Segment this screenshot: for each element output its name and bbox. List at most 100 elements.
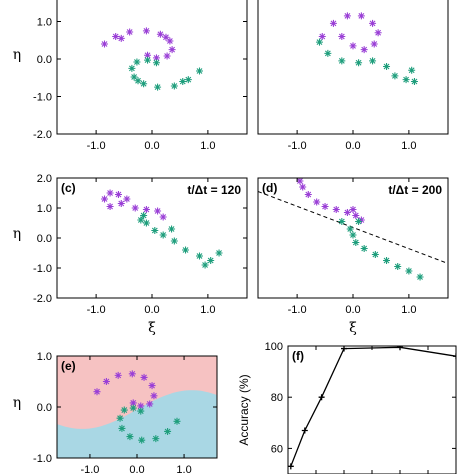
x-tick-label: 1.0 [401,140,416,152]
data-point-green [402,76,410,84]
data-point-green [137,407,145,415]
data-point-green [196,252,203,260]
plot-area [288,346,456,470]
data-point-green [383,257,391,264]
data-point-purple [304,191,312,198]
data-point-green [164,427,172,435]
data-point-green [201,261,209,269]
data-point-green [168,225,176,233]
accuracy-marker [301,427,308,434]
data-point-green [144,56,152,64]
data-point-purple [162,33,170,41]
data-point-purple [123,195,131,203]
data-point-green [338,57,346,65]
data-point-green [152,59,160,67]
data-point-green [129,404,137,412]
panel-label: (d) [262,181,277,195]
plot-area [101,189,223,269]
data-point-green [152,435,160,443]
y-tick-label: 60 [271,443,283,455]
data-point-purple [370,40,378,48]
data-point-purple [152,54,160,62]
data-point-green [126,433,134,441]
data-point-purple [154,207,162,215]
x-tick-label: 0.0 [345,140,360,152]
data-point-green [133,58,141,66]
data-point-purple [101,195,108,203]
data-point-purple [352,212,360,219]
data-point-purple [114,371,122,379]
data-point-green [391,72,399,80]
x-tick-label: -1.0 [288,140,307,152]
panel-f: 01002003004005006001008060(f)Accuracy (%… [237,341,457,474]
y-tick-label: 1.0 [37,17,52,29]
data-point-green [182,246,190,254]
x-tick-label: 0.0 [144,140,159,152]
data-point-green [346,225,354,233]
data-point-purple [321,203,329,210]
y-tick-label: 0.0 [37,54,52,66]
data-point-green [207,257,215,264]
x-tick-label: -1.0 [80,464,99,474]
x-tick-label: 1.0 [401,304,416,316]
data-point-purple [329,19,337,27]
x-axis-label: ξ [349,320,357,336]
data-point-purple [299,183,307,191]
plot-frame [257,0,449,135]
plot-frame [56,0,248,135]
panel-label: (f) [292,349,304,363]
data-point-green [338,218,346,225]
data-point-purple [349,206,357,213]
panel-label: (c) [61,181,76,195]
data-point-purple [374,29,382,37]
data-point-purple [360,46,368,54]
data-point-green [360,245,368,252]
data-point-purple [101,40,108,48]
panel-c: -1.0 0.0 1.0 2.0 1.0 0.0 -1.0 -2.0 (c) t/Δt = 120… [13,173,248,336]
data-point-green [383,63,391,70]
data-point-purple [106,189,114,197]
data-point-green [138,436,146,444]
data-point-purple [332,206,340,213]
data-point-purple [146,400,154,408]
x-tick-label: 0.0 [345,304,360,316]
accuracy-line [290,346,456,467]
y-tick-label: -1.0 [33,453,52,465]
data-point-purple [369,19,377,27]
data-point-purple [126,28,134,36]
panel-label: (e) [61,359,76,373]
y-axis-label: η [13,395,21,411]
y-tick-label: -2.0 [33,129,52,141]
panel-a: -1.00.01.02.01.00.0-1.0-2.0t/Δt = 10η [13,0,248,152]
time-label: t/Δt = 120 [187,183,241,197]
data-point-green [170,82,178,90]
data-point-green [355,218,363,225]
data-point-purple [117,200,125,207]
y-axis-label: Accuracy (%) [237,374,251,445]
plot-area [315,12,418,85]
data-point-purple [357,12,365,20]
x-tick-label: 0.0 [144,304,159,316]
y-tick-label: 100 [265,341,283,353]
y-tick-label: 1.0 [37,203,52,215]
data-point-green [140,80,148,88]
data-point-purple [131,204,139,212]
time-label: t/Δt = 200 [388,183,442,197]
data-point-purple [142,206,150,213]
accuracy-marker [318,394,325,401]
data-point-purple [150,392,158,400]
data-point-green [116,414,124,422]
y-tick-label: 0.0 [37,233,52,245]
accuracy-marker [453,353,456,360]
data-point-purple [106,203,114,210]
data-point-green [179,78,187,85]
plot-area [101,27,203,91]
data-point-purple [140,373,148,381]
data-point-green [159,231,167,239]
data-point-green [355,59,363,67]
data-point-purple [343,209,351,216]
data-point-purple [112,33,120,40]
data-point-purple [159,213,167,221]
data-point-purple [142,27,150,35]
